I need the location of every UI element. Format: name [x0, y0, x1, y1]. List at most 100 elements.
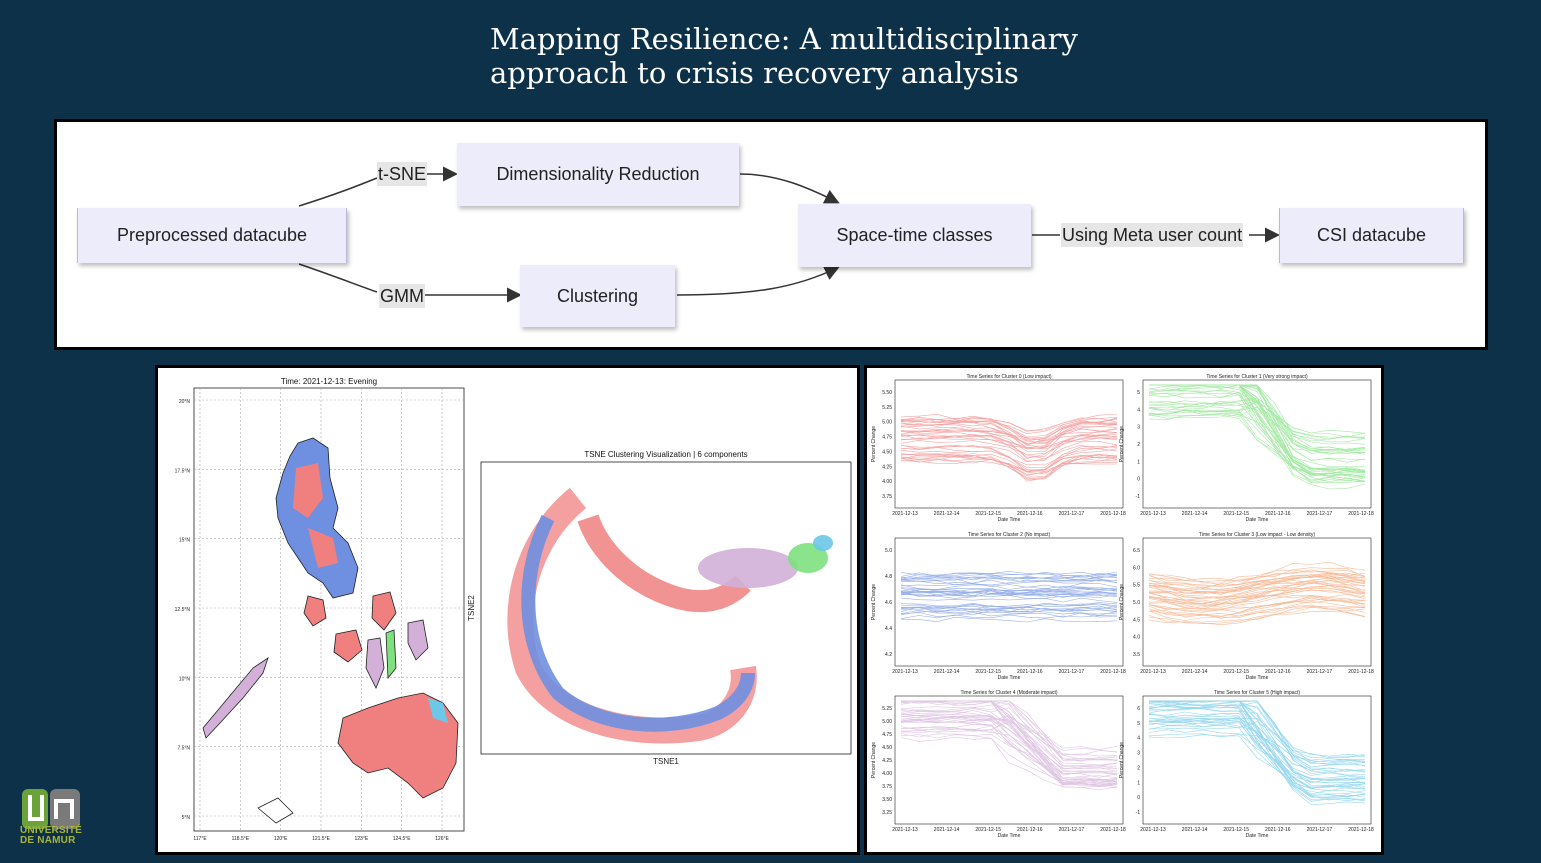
ts-xtick: 2021-12-14	[1182, 511, 1208, 517]
ts-title: Time Series for Cluster 3 (Low impact - …	[1199, 532, 1315, 538]
ts-line	[900, 612, 1118, 618]
ts-line	[900, 444, 1118, 463]
map-lon-tick: 117°E	[193, 836, 207, 842]
ts-xtick: 2021-12-16	[1265, 827, 1291, 833]
ts-line	[900, 733, 1118, 776]
ts-ytick: 5.00	[882, 719, 892, 725]
university-logo	[22, 789, 80, 829]
island-mindanao-patch	[428, 698, 448, 723]
ts-line	[900, 413, 1118, 432]
island-leyte	[407, 619, 429, 661]
ts-line	[1148, 598, 1366, 617]
ts-xtick: 2021-12-13	[892, 669, 918, 675]
ts-line	[1148, 711, 1366, 789]
ts-xtick: 2021-12-13	[1140, 669, 1166, 675]
ts-line	[900, 445, 1118, 473]
ts-xlabel: Date Time	[1246, 833, 1269, 839]
ts-ytick: 6	[1137, 706, 1140, 712]
ts-ylabel: Percent Change	[871, 584, 877, 620]
island-cebu	[385, 629, 397, 680]
ts-frame	[1142, 537, 1372, 667]
ts-xtick: 2021-12-17	[1307, 669, 1333, 675]
node-label: Preprocessed datacube	[116, 225, 308, 245]
ts-frame	[894, 537, 1124, 667]
ts-line	[1149, 561, 1366, 584]
ts-xtick: 2021-12-13	[1140, 511, 1166, 517]
ts-xtick: 2021-12-17	[1307, 827, 1333, 833]
map-lat-tick: 20°N	[179, 399, 191, 405]
time-series-chart-0: Time Series for Cluster 0 (Low impact) 5.…	[871, 374, 1126, 523]
ts-xtick: 2021-12-14	[1182, 669, 1208, 675]
ts-ytick: 4.0	[1133, 635, 1140, 641]
ts-line	[900, 721, 1118, 781]
edge-label-tsne: t-SNE	[377, 162, 428, 186]
ts-ytick: 3	[1137, 751, 1140, 757]
ts-line	[900, 576, 1118, 581]
ts-line	[900, 454, 1118, 480]
ts-ytick: 3.75	[882, 784, 892, 790]
ts-line	[900, 460, 1118, 472]
ts-line	[900, 420, 1118, 446]
ts-ytick: -1	[1136, 810, 1141, 816]
ts-line	[1148, 734, 1366, 789]
ts-line	[900, 711, 1118, 784]
ts-line	[900, 434, 1118, 458]
ts-ytick: 4.25	[882, 464, 892, 470]
ts-ytick: 3.75	[882, 494, 892, 500]
tsne-cluster-cyan	[813, 535, 833, 551]
ts-ytick: 5.25	[882, 405, 892, 411]
ts-ytick: 4.4	[885, 626, 892, 632]
ts-xtick: 2021-12-15	[975, 511, 1001, 517]
ts-ytick: 5.0	[885, 548, 892, 554]
ts-line	[900, 448, 1118, 466]
map-lon-tick: 124.5°E	[393, 836, 412, 842]
island-mindoro	[303, 595, 327, 627]
ts-xtick: 2021-12-15	[975, 669, 1001, 675]
ts-line	[1148, 733, 1366, 763]
ts-ytick: 3.50	[882, 797, 892, 803]
ts-ytick: 4.2	[885, 652, 892, 658]
ts-lines	[900, 413, 1118, 482]
edge-clustering-to-spacetime	[676, 266, 840, 296]
ts-ytick: 5.00	[882, 420, 892, 426]
map-lat-tick: 12.5°N	[175, 607, 191, 613]
ts-lines	[1148, 384, 1366, 490]
ts-ylabel: Percent Change	[1119, 584, 1125, 620]
ts-ylabel: Percent Change	[1119, 426, 1125, 462]
ts-xtick: 2021-12-15	[975, 827, 1001, 833]
ts-line	[1148, 720, 1366, 790]
ts-line	[900, 716, 1118, 751]
ts-ytick: 4.25	[882, 758, 892, 764]
ts-title: Time Series for Cluster 4 (Moderate impa…	[960, 690, 1057, 696]
ts-ytick: 2	[1137, 442, 1140, 448]
ts-ytick: 4.6	[885, 600, 892, 606]
page-title: Mapping Resilience: A multidisciplinary …	[490, 22, 1190, 90]
ts-xtick: 2021-12-14	[1182, 827, 1208, 833]
ts-ytick: 5.0	[1133, 600, 1140, 606]
edge-label-gmm: GMM	[379, 284, 425, 308]
ts-title: Time Series for Cluster 2 (No impact)	[968, 532, 1051, 538]
ts-xtick: 2021-12-16	[1265, 511, 1291, 517]
island-luzon-patch-2	[308, 528, 338, 568]
ts-ytick: 4.75	[882, 732, 892, 738]
edge-preprocessed-to-tsne	[298, 177, 378, 207]
node-label: CSI datacube	[1316, 225, 1427, 245]
ts-line	[900, 702, 1118, 762]
ts-title: Time Series for Cluster 5 (High impact)	[1214, 690, 1301, 696]
workflow-diagram: Preprocessed datacube Dimensionality Red…	[54, 119, 1488, 350]
island-negros	[365, 637, 385, 689]
ts-ytick: 6.5	[1133, 548, 1140, 554]
title-line-1: Mapping Resilience: A multidisciplinary	[490, 22, 1078, 56]
ts-ytick: 0	[1137, 795, 1140, 801]
ts-line	[900, 700, 1118, 781]
ts-xtick: 2021-12-16	[1017, 827, 1043, 833]
ts-ylabel: Percent Change	[871, 426, 877, 462]
ts-line	[900, 417, 1118, 438]
ts-xtick: 2021-12-14	[934, 827, 960, 833]
ts-line	[1149, 384, 1366, 490]
ts-line	[900, 710, 1118, 786]
ts-xtick: 2021-12-13	[892, 511, 918, 517]
ts-line	[901, 453, 1118, 472]
island-luzon-patch-1	[293, 463, 323, 518]
ts-title: Time Series for Cluster 1 (Very strong i…	[1206, 374, 1308, 380]
